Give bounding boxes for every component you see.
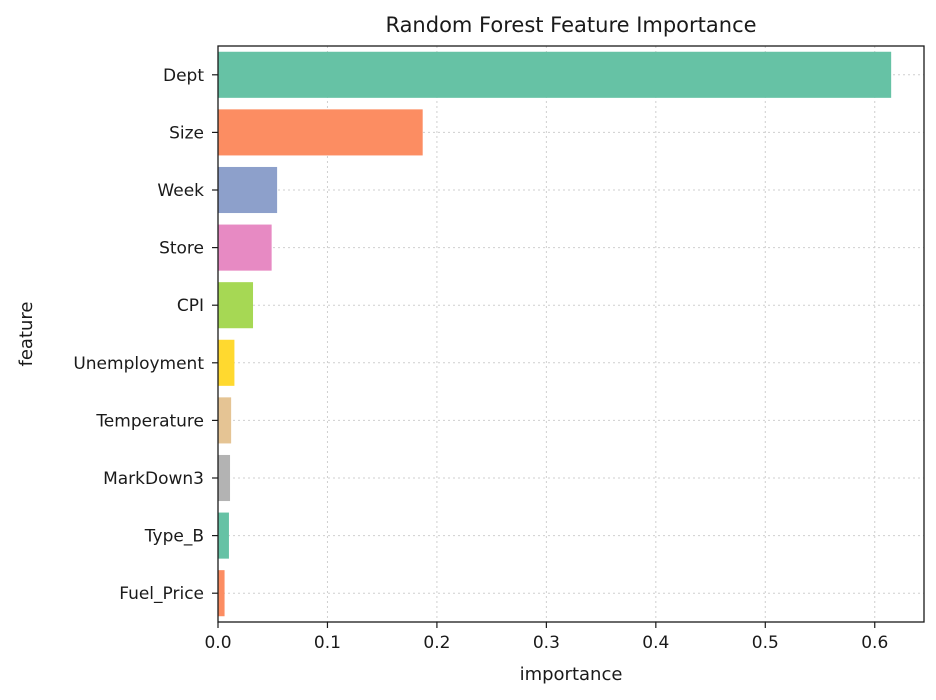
plot-frame [217, 45, 925, 623]
y-tick-label: Fuel_Price [119, 584, 204, 604]
bars-layer [218, 51, 892, 617]
x-tick-label: 0.0 [204, 633, 231, 653]
y-axis-ticks: Dept Size Week Store CPI Unemployment Temperat… [73, 66, 218, 604]
y-tick-label: MarkDown3 [103, 469, 204, 489]
bar-fuel-price [218, 570, 225, 617]
x-axis-ticks: 0.0 0.1 0.2 0.3 0.4 0.5 0.6 [204, 622, 888, 653]
x-tick-label: 0.3 [533, 633, 560, 653]
y-tick-label: Temperature [95, 411, 204, 431]
y-tick-label: Size [169, 123, 204, 143]
bar-type-b [218, 512, 229, 559]
chart-title: Random Forest Feature Importance [385, 13, 756, 37]
x-tick-label: 0.5 [752, 633, 779, 653]
bar-week [218, 166, 278, 214]
bar-dept [218, 51, 892, 98]
y-tick-label: Type_B [144, 527, 204, 547]
y-tick-label: Dept [163, 66, 204, 86]
bar-unemployment [218, 339, 235, 386]
y-tick-label: Week [157, 181, 204, 201]
bar-store [218, 224, 272, 271]
y-tick-label: Unemployment [73, 354, 204, 374]
bar-temperature [218, 397, 232, 444]
bar-size [218, 109, 423, 156]
bar-markdown3 [218, 454, 231, 502]
x-tick-label: 0.1 [314, 633, 341, 653]
x-tick-label: 0.2 [423, 633, 450, 653]
y-axis-label: feature [16, 302, 37, 367]
x-tick-label: 0.4 [642, 633, 669, 653]
bar-cpi [218, 282, 254, 329]
x-axis-label: importance [520, 664, 623, 685]
y-tick-label: CPI [177, 296, 204, 316]
y-tick-label: Store [159, 239, 204, 259]
x-tick-label: 0.6 [861, 633, 888, 653]
